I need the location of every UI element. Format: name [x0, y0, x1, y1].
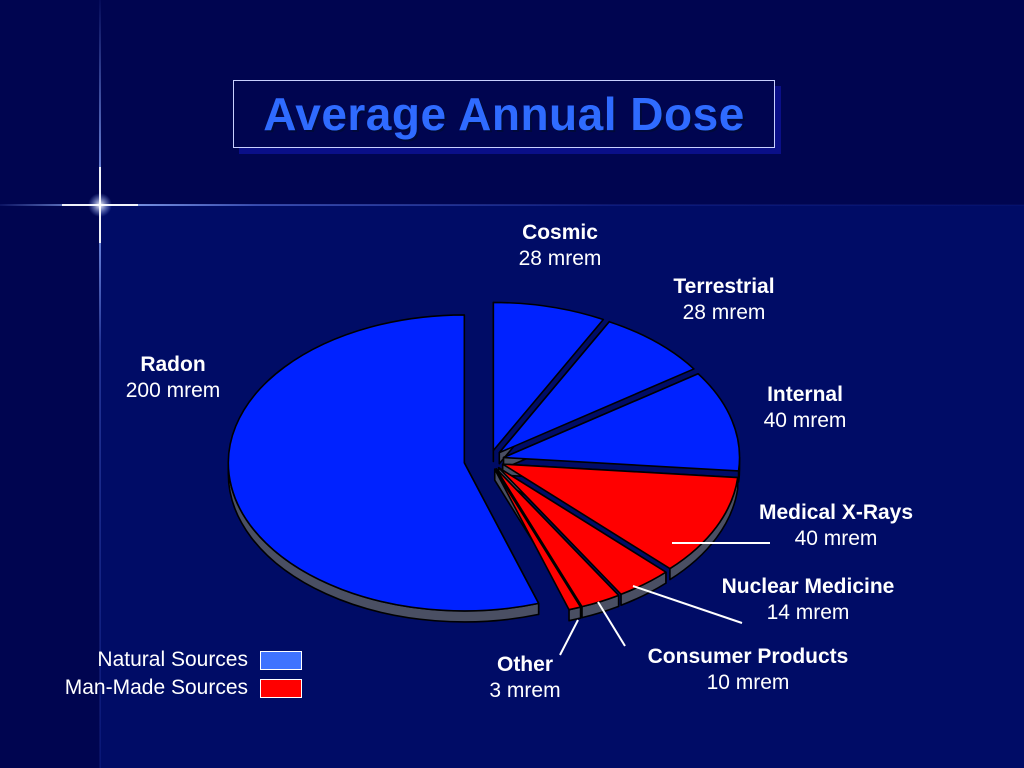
decorative-vertical-line	[99, 0, 101, 768]
slice-value: 28 mrem	[518, 247, 602, 270]
chart-title-box: Average Annual Dose	[233, 80, 775, 148]
decorative-horizontal-line	[0, 204, 1024, 206]
chart-title: Average Annual Dose	[263, 88, 745, 140]
slice-label-cosmic: Cosmic 28 mrem	[490, 220, 630, 272]
legend-item-natural-sources: Natural Sources	[97, 648, 302, 672]
sparkle-icon	[62, 167, 138, 243]
pie-slice-internal	[502, 372, 741, 472]
slice-name: Medical X-Rays	[758, 501, 914, 524]
pie-slice-radon	[227, 314, 540, 612]
legend-swatch	[260, 678, 302, 698]
leader-line-nuclear-medicine	[632, 585, 743, 624]
slice-value: 40 mrem	[763, 409, 847, 432]
legend-item-man-made-sources: Man-Made Sources	[65, 676, 302, 700]
slice-value: 10 mrem	[706, 671, 790, 694]
slice-name: Cosmic	[522, 221, 598, 244]
slice-label-other: Other 3 mrem	[470, 652, 580, 704]
leader-line-consumer-products	[597, 601, 626, 647]
slice-value: 3 mrem	[489, 679, 561, 702]
pie-slice-terrestrial	[498, 320, 695, 454]
pie-slice-other	[493, 468, 582, 611]
legend-swatch	[260, 650, 302, 670]
slice-value: 40 mrem	[794, 527, 878, 550]
slice-name: Consumer Products	[647, 645, 849, 668]
legend-label: Man-Made Sources	[64, 676, 248, 699]
slice-value: 28 mrem	[682, 301, 766, 324]
pie-slice-nuclear-medicine	[497, 466, 667, 596]
slice-name: Internal	[767, 383, 843, 406]
pie-slice-consumer-products	[495, 467, 620, 608]
slice-name: Other	[496, 653, 553, 676]
slice-value: 200 mrem	[125, 379, 221, 402]
legend-label: Natural Sources	[97, 648, 248, 671]
slice-name: Terrestrial	[673, 275, 775, 298]
slice-name: Radon	[140, 353, 206, 376]
slice-label-nuclear-medicine: Nuclear Medicine 14 mrem	[690, 574, 926, 626]
background-band-top	[0, 0, 1024, 205]
slice-label-terrestrial: Terrestrial 28 mrem	[644, 274, 804, 326]
background-band-left	[0, 205, 100, 768]
slice-label-medical-x-rays: Medical X-Rays 40 mrem	[730, 500, 942, 552]
slice-label-radon: Radon 200 mrem	[103, 352, 243, 404]
pie-slice-cosmic	[492, 301, 605, 452]
slice-label-internal: Internal 40 mrem	[730, 382, 880, 434]
slice-label-consumer-products: Consumer Products 10 mrem	[610, 644, 886, 696]
slice-value: 14 mrem	[766, 601, 850, 624]
leader-line-other	[559, 619, 579, 656]
slice-name: Nuclear Medicine	[721, 575, 895, 598]
